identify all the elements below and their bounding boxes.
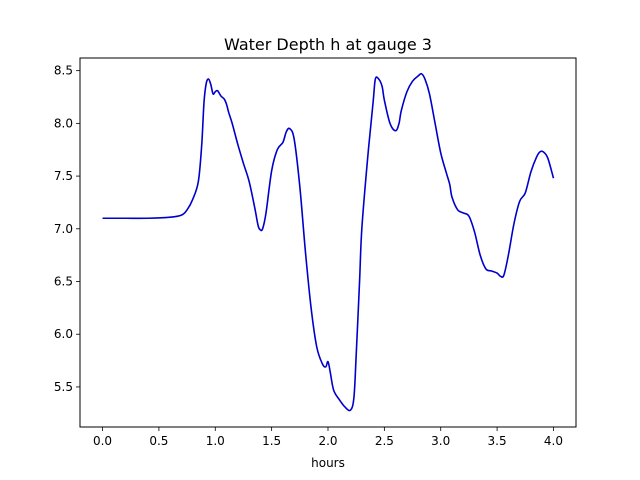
y-tick-label: 5.5: [54, 380, 73, 394]
x-tick-label: 1.5: [262, 434, 281, 448]
chart-title: Water Depth h at gauge 3: [224, 35, 432, 54]
y-tick-label: 6.0: [54, 327, 73, 341]
x-tick-label: 3.5: [488, 434, 507, 448]
y-tick-label: 6.5: [54, 275, 73, 289]
x-axis: 0.0 0.5 1.0 1.5 2.0 2.5 3.0 3.5 4.0: [93, 427, 563, 448]
plot-area: [79, 57, 577, 428]
x-axis-label: hours: [311, 456, 345, 470]
y-tick-label: 8.5: [54, 64, 73, 78]
x-tick-label: 0.0: [93, 434, 112, 448]
x-tick-label: 0.5: [149, 434, 168, 448]
y-tick-label: 8.0: [54, 116, 73, 130]
x-tick-label: 3.0: [431, 434, 450, 448]
y-tick-label: 7.0: [54, 222, 73, 236]
y-tick-label: 7.5: [54, 169, 73, 183]
x-tick-label: 2.0: [318, 434, 337, 448]
series-line-water-depth: [102, 72, 555, 412]
x-tick-label: 2.5: [375, 434, 394, 448]
y-axis: 5.5 6.0 6.5 7.0 7.5 8.0 8.5: [54, 64, 80, 394]
x-tick-label: 1.0: [206, 434, 225, 448]
x-tick-label: 4.0: [544, 434, 563, 448]
